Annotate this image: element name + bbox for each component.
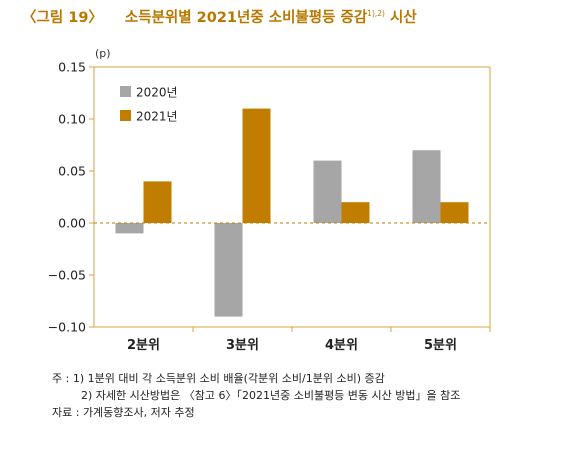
y-tick-label: 0.00 [58,216,86,231]
note-2: 2) 자세한 시산방법은 〈참고 6〉「2021년중 소비불평등 변동 시산 방… [81,389,461,402]
y-unit-label: (p) [95,47,111,60]
note-1: 주 : 1) 1분위 대비 각 소득분위 소비 배율(각분위 소비/1분위 소비… [52,372,385,385]
bar-2021년-2분위 [143,181,172,223]
x-category-label: 3분위 [226,338,259,353]
legend-label: 2021년 [136,110,178,124]
x-category-label: 4분위 [325,338,358,353]
y-tick-label: 0.10 [58,112,86,127]
legend-swatch [120,110,131,121]
bar-2020년-4분위 [313,160,342,223]
chart-title: 〈그림 19〉 소득분위별 2021년중 소비불평등 증감1),2) 시산 [22,6,417,27]
bar-2020년-3분위 [214,223,243,317]
title-suffix: 시산 [384,10,417,26]
source-note: 자료 : 가계동향조사, 저자 추정 [52,406,195,419]
bar-2021년-3분위 [242,108,271,223]
title-text: 소득분위별 2021년중 소비불평등 증감 [124,10,368,26]
bar-2020년-2분위 [115,223,144,234]
legend-label: 2020년 [136,86,178,100]
x-category-label: 5분위 [424,338,457,353]
title-footnote-marks: 1),2) [367,9,385,18]
bar-2021년-5분위 [440,202,469,223]
x-category-label: 2분위 [127,338,160,353]
legend-swatch [120,86,131,97]
y-tick-label: 0.15 [58,60,86,75]
figure-label: 〈그림 19〉 [22,10,103,26]
bar-2021년-4분위 [341,202,370,223]
y-tick-label: −0.10 [48,320,86,335]
bar-chart: −0.10 −0.05 0.00 0.05 0.10 0.15 (p) 2분위 3분위 4분위 5분… [48,47,491,353]
y-tick-label: 0.05 [58,164,86,179]
bar-2020년-5분위 [412,150,441,223]
chart-notes: 주 : 1) 1분위 대비 각 소득분위 소비 배율(각분위 소비/1분위 소비… [52,370,460,421]
y-tick-label: −0.05 [48,268,86,283]
